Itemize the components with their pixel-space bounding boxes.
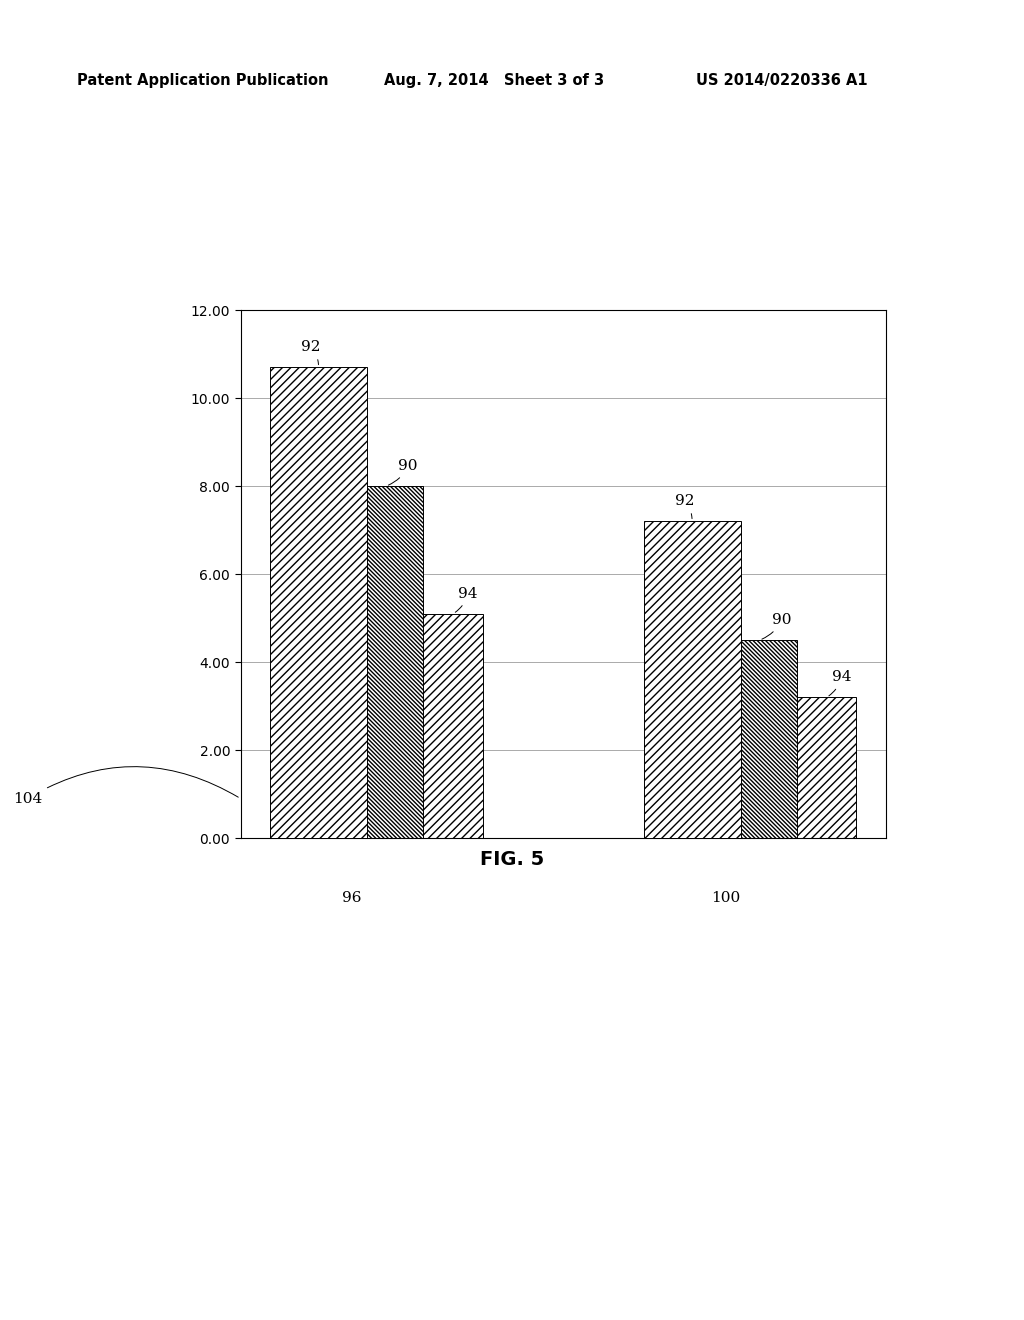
- Text: 92: 92: [301, 341, 321, 364]
- Bar: [270, 367, 367, 838]
- Text: Patent Application Publication: Patent Application Publication: [77, 73, 329, 87]
- Text: US 2014/0220336 A1: US 2014/0220336 A1: [696, 73, 868, 87]
- Text: 94: 94: [456, 586, 477, 612]
- Text: 100: 100: [711, 891, 740, 906]
- Bar: [643, 521, 740, 838]
- Text: 92: 92: [675, 494, 694, 519]
- Bar: [722, 640, 797, 838]
- Bar: [409, 614, 483, 838]
- Text: 96: 96: [342, 891, 361, 906]
- Bar: [348, 486, 423, 838]
- Text: FIG. 5: FIG. 5: [480, 850, 544, 869]
- Text: 94: 94: [828, 671, 851, 696]
- Text: 90: 90: [388, 459, 418, 486]
- Text: Aug. 7, 2014   Sheet 3 of 3: Aug. 7, 2014 Sheet 3 of 3: [384, 73, 604, 87]
- Bar: [781, 697, 856, 838]
- Text: 90: 90: [762, 612, 792, 639]
- Text: 104: 104: [13, 767, 239, 805]
